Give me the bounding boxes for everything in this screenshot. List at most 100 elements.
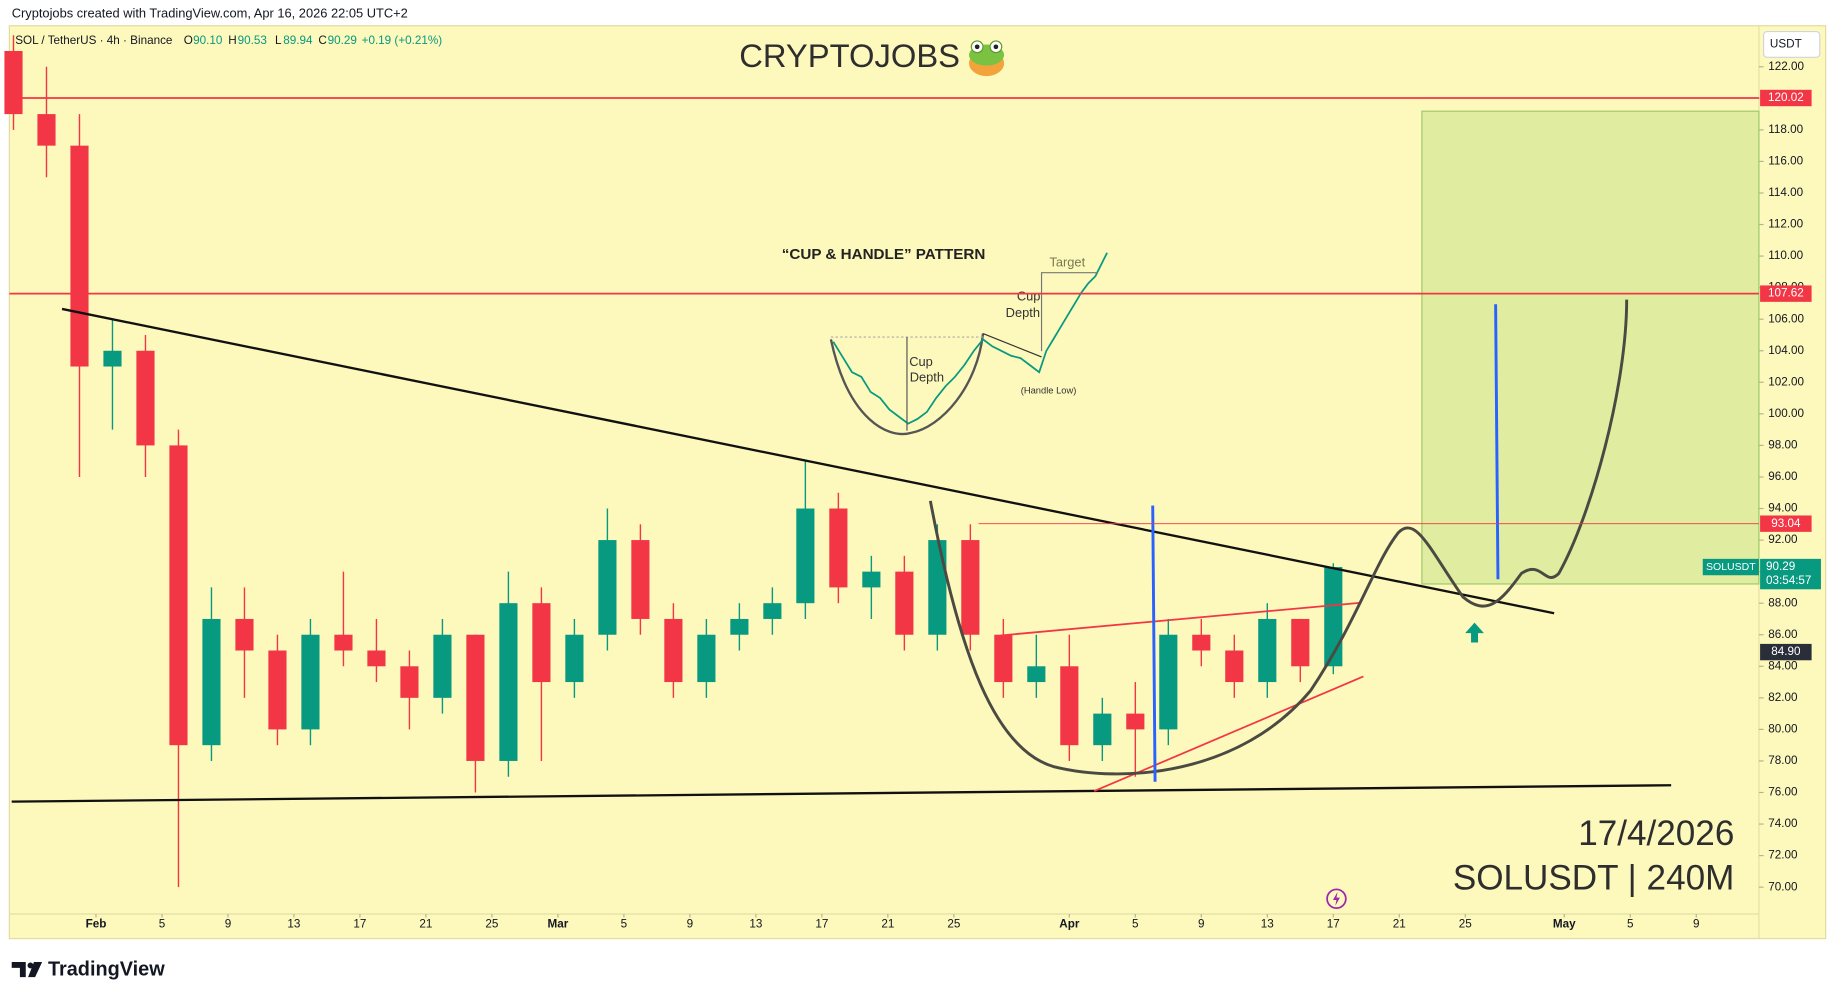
ohlc-value: 90.10 xyxy=(193,34,223,47)
pattern-title: “CUP & HANDLE” PATTERN xyxy=(782,246,986,263)
ohlc-label: C xyxy=(318,34,326,47)
y-tick-label: 106.00 xyxy=(1768,312,1804,325)
y-tick-label: 78.00 xyxy=(1768,754,1798,767)
y-tick-label: 102.00 xyxy=(1768,375,1804,388)
currency: USDT xyxy=(1770,38,1802,51)
x-tick-label: 21 xyxy=(1393,918,1406,931)
date-stamp: 17/4/2026 xyxy=(1578,814,1734,853)
candle-body xyxy=(994,634,1013,683)
ohlc-value: 90.29 xyxy=(328,34,357,47)
channel-line xyxy=(1000,601,1362,637)
measure-line xyxy=(1494,304,1500,580)
credit: Cryptojobs created with TradingView.com,… xyxy=(12,5,408,20)
candle-body xyxy=(70,145,89,367)
x-tick-label: 21 xyxy=(881,918,894,931)
alert-icon[interactable] xyxy=(1326,888,1347,910)
last-price-badge xyxy=(1760,558,1821,590)
candle-body xyxy=(895,571,914,635)
y-tick-label: 82.00 xyxy=(1768,691,1798,704)
level-badge xyxy=(1760,643,1812,661)
candle-body xyxy=(1192,634,1211,651)
symbol: SOL / TetherUS · 4h · Binance xyxy=(15,34,172,47)
candle-body xyxy=(1093,713,1112,746)
arrow-up xyxy=(1465,622,1484,643)
change: +0.19 (+0.21%) xyxy=(362,34,443,47)
drawings xyxy=(11,299,1672,803)
candle-body xyxy=(928,540,947,635)
candle-body xyxy=(1126,713,1145,730)
x-tick-label: May xyxy=(1553,918,1576,931)
candle-body xyxy=(961,540,980,635)
chart-title: CRYPTOJOBS xyxy=(739,37,960,74)
candle-body xyxy=(697,634,716,683)
x-tick-label: 13 xyxy=(749,918,762,931)
candle-body xyxy=(1225,650,1244,683)
candle-body xyxy=(1027,666,1046,683)
x-tick-label: 9 xyxy=(687,918,694,931)
level-badge xyxy=(1760,515,1812,532)
symbol-label: SOLUSDT xyxy=(1706,561,1756,573)
y-tick-label: 122.00 xyxy=(1768,60,1804,73)
countdown-label: 03:54:57 xyxy=(1766,574,1812,587)
candle-body xyxy=(1258,618,1277,683)
projection-curve xyxy=(928,299,1629,776)
target-zone xyxy=(1421,110,1760,585)
pattern-illustration: “CUP & HANDLE” PATTERN Cup Depth Cup Dep… xyxy=(782,246,1108,436)
target-label: Target xyxy=(1049,255,1085,270)
logo[interactable] xyxy=(11,961,43,978)
trendline xyxy=(61,307,1555,615)
candle-body xyxy=(169,445,188,746)
y-tick-label: 76.00 xyxy=(1768,786,1798,799)
symbol-legend: SOL / TetherUS · 4h · Binance O 90.10 H … xyxy=(15,34,442,47)
x-tick-label: 9 xyxy=(225,918,232,931)
x-tick-label: 9 xyxy=(1198,918,1205,931)
y-tick-label: 80.00 xyxy=(1768,722,1798,735)
ohlc-label: O xyxy=(184,34,193,47)
candle-body xyxy=(598,540,617,635)
level-badge xyxy=(1760,89,1812,107)
candle-body xyxy=(466,634,485,761)
target-line xyxy=(1040,272,1098,352)
candle-body xyxy=(37,114,56,146)
y-tick-label: 100.00 xyxy=(1768,407,1804,420)
currency-button[interactable] xyxy=(1763,31,1821,58)
candle-body xyxy=(268,650,287,730)
y-tick-label: 74.00 xyxy=(1768,817,1798,830)
candle-body xyxy=(235,618,254,651)
ohlc-label: H xyxy=(228,34,236,47)
level-badge xyxy=(1760,285,1812,302)
candle-body xyxy=(4,50,23,115)
ohlc-value: 90.53 xyxy=(238,34,267,47)
logo-text: TradingView xyxy=(48,958,165,980)
handle-low-label: (Handle Low) xyxy=(1021,385,1077,395)
ohlc-value: 89.94 xyxy=(283,34,313,47)
candles xyxy=(4,35,1343,888)
symbol-badge xyxy=(1702,558,1759,576)
y-tick-label: 98.00 xyxy=(1768,439,1798,452)
y-tick-label: 112.00 xyxy=(1768,218,1803,231)
candle-body xyxy=(631,540,650,619)
x-tick-label: 25 xyxy=(485,918,499,931)
x-tick-label: 21 xyxy=(419,918,432,931)
x-tick-label: 5 xyxy=(1132,918,1139,931)
cup-label: Depth xyxy=(1006,305,1040,320)
level-label: 93.04 xyxy=(1771,517,1801,530)
candle-body xyxy=(664,618,683,683)
candle-body xyxy=(334,634,353,651)
candle-body xyxy=(532,603,551,683)
candle-body xyxy=(1324,567,1343,667)
candle-body xyxy=(730,618,749,635)
frog-icon xyxy=(968,40,1005,77)
cup-label: Depth xyxy=(910,369,944,384)
price-levels: 120.02 107.62 93.04 84.90 SOLUSDT 90.2903:54:… xyxy=(9,89,1821,661)
candle-body xyxy=(400,666,419,698)
level-label: 120.02 xyxy=(1768,91,1804,104)
support-line xyxy=(11,784,1672,803)
y-tick-label: 86.00 xyxy=(1768,628,1798,641)
x-tick-label: Feb xyxy=(86,918,107,931)
cup-label: Cup xyxy=(1017,289,1041,304)
x-tick-label: 17 xyxy=(815,918,828,931)
candle-body xyxy=(862,571,881,588)
